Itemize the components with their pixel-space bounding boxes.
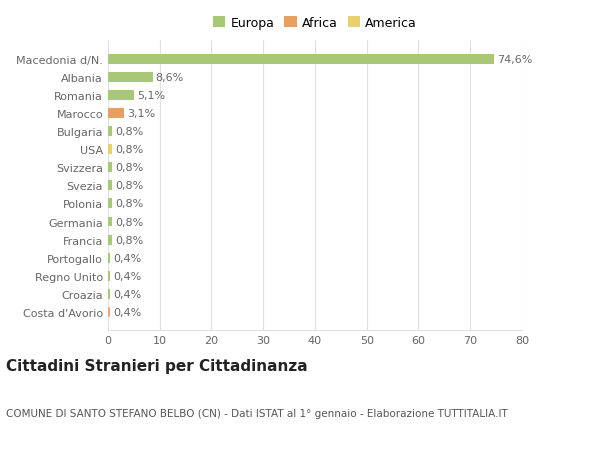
Bar [108, 308, 110, 317]
Text: 3,1%: 3,1% [127, 109, 155, 118]
Bar [108, 217, 112, 227]
Text: 0,4%: 0,4% [113, 289, 142, 299]
Text: 0,4%: 0,4% [113, 253, 142, 263]
Text: 0,8%: 0,8% [115, 217, 143, 227]
Bar [108, 181, 112, 191]
Bar [108, 55, 494, 64]
Text: Cittadini Stranieri per Cittadinanza: Cittadini Stranieri per Cittadinanza [6, 358, 308, 373]
Bar [108, 163, 112, 173]
Bar [108, 145, 112, 155]
Text: 0,8%: 0,8% [115, 235, 143, 245]
Bar [108, 109, 124, 118]
Text: 0,8%: 0,8% [115, 199, 143, 209]
Bar [108, 235, 112, 245]
Text: 8,6%: 8,6% [155, 73, 184, 83]
Bar [108, 127, 112, 137]
Text: 0,4%: 0,4% [113, 308, 142, 317]
Text: COMUNE DI SANTO STEFANO BELBO (CN) - Dati ISTAT al 1° gennaio - Elaborazione TUT: COMUNE DI SANTO STEFANO BELBO (CN) - Dat… [6, 409, 508, 419]
Text: 5,1%: 5,1% [137, 90, 166, 101]
Bar [108, 90, 134, 101]
Bar [108, 253, 110, 263]
Bar [108, 73, 152, 83]
Text: 0,4%: 0,4% [113, 271, 142, 281]
Text: 0,8%: 0,8% [115, 145, 143, 155]
Legend: Europa, Africa, America: Europa, Africa, America [211, 14, 419, 32]
Bar [108, 199, 112, 209]
Text: 0,8%: 0,8% [115, 181, 143, 191]
Bar [108, 289, 110, 299]
Bar [108, 271, 110, 281]
Text: 0,8%: 0,8% [115, 127, 143, 137]
Text: 74,6%: 74,6% [497, 55, 533, 64]
Text: 0,8%: 0,8% [115, 163, 143, 173]
